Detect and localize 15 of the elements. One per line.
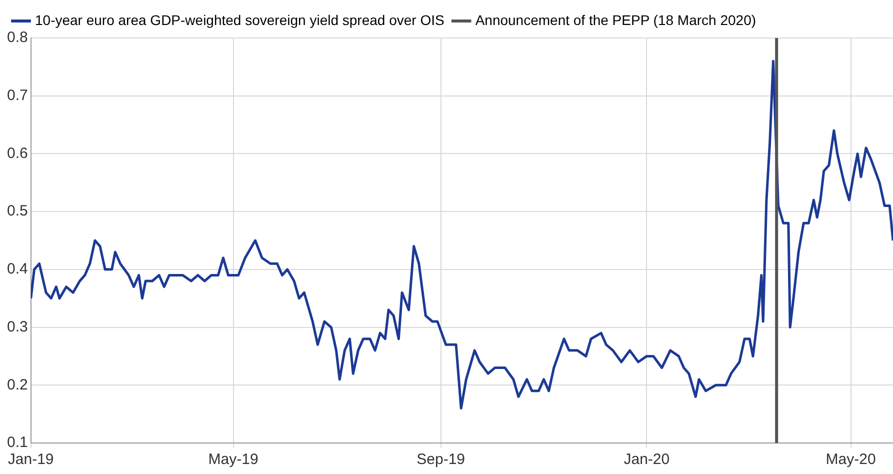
x-tick-label: May-20: [826, 451, 876, 468]
x-tick-label: May-19: [208, 451, 258, 468]
x-tick-label: Jan-20: [624, 451, 670, 468]
x-tick-label: Sep-19: [416, 451, 466, 468]
y-tick-label: 0.8: [6, 29, 28, 46]
y-tick-label: 0.7: [6, 87, 28, 104]
y-tick-label: 0.5: [6, 202, 28, 220]
y-tick-label: 0.1: [6, 434, 28, 452]
x-tick-label: Jan-19: [8, 451, 54, 468]
legend-label: Announcement of the PEPP (18 March 2020): [475, 12, 756, 28]
y-tick-label: 0.4: [6, 260, 28, 278]
y-tick-label: 0.6: [6, 144, 28, 162]
legend-label: 10-year euro area GDP-weighted sovereign yield spread over OIS: [35, 12, 444, 28]
y-tick-label: 0.3: [6, 318, 28, 336]
y-tick-label: 0.2: [6, 376, 28, 394]
